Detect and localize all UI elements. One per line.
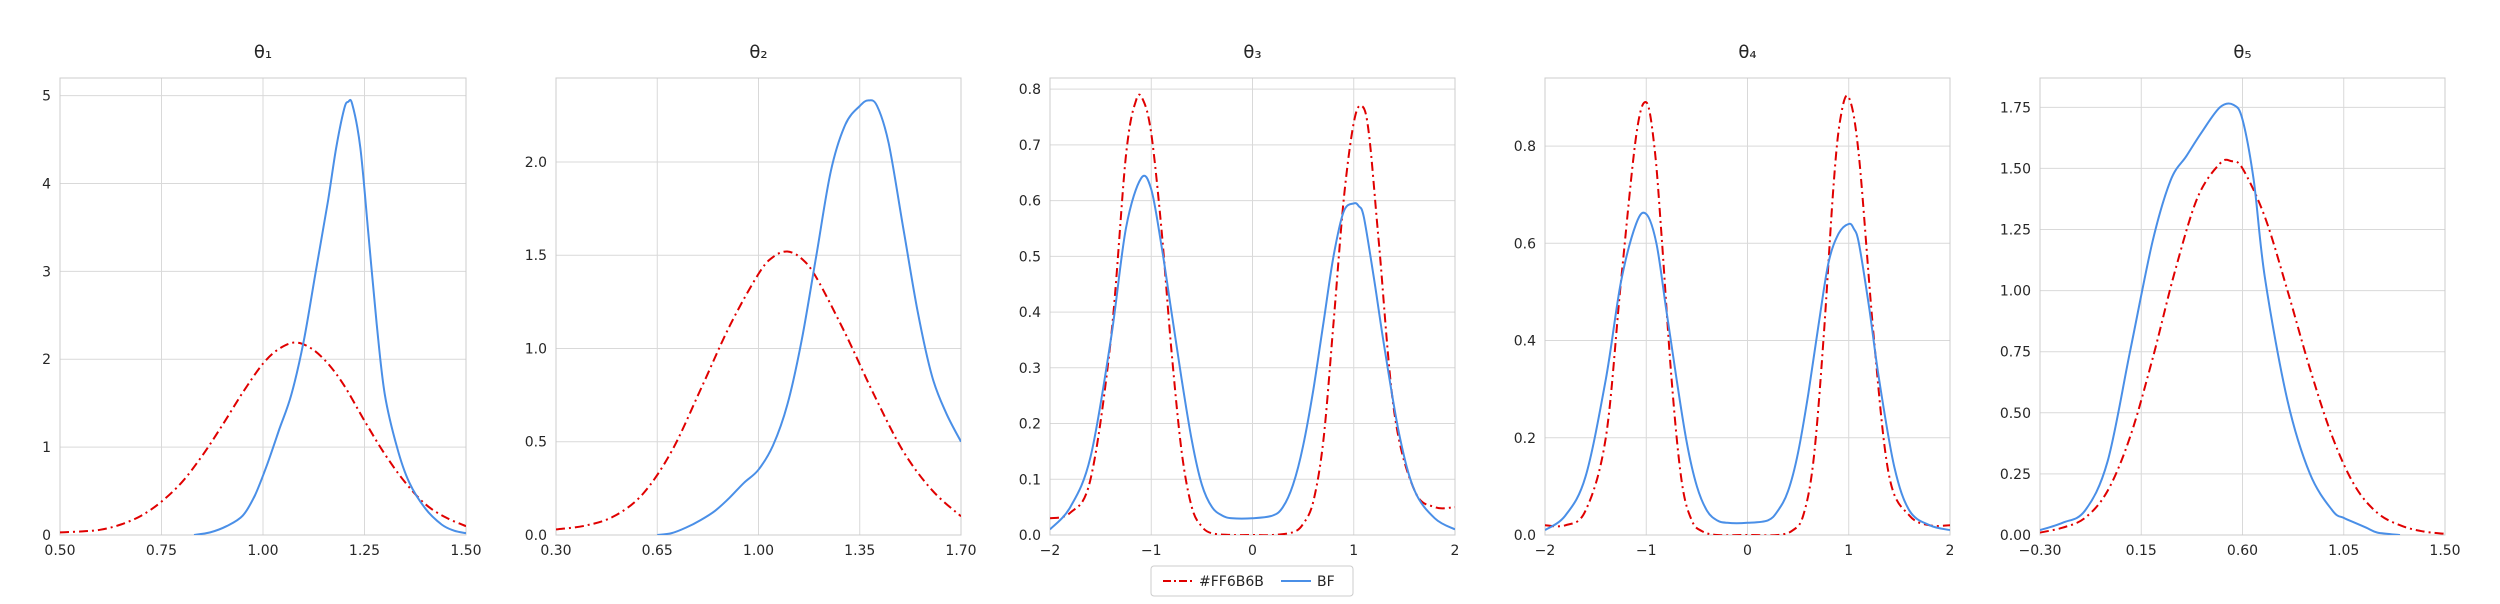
y-tick-label: 0.3: [1019, 361, 1041, 377]
y-tick-label: 0.2: [1019, 417, 1041, 433]
x-tick-label: 1.00: [247, 543, 278, 559]
y-tick-label: 2.0: [525, 155, 547, 171]
x-tick-label: 0: [1248, 543, 1257, 559]
y-tick-label: 4: [42, 176, 51, 192]
y-tick-label: 1.75: [2000, 100, 2031, 116]
x-tick-label: 0.65: [642, 543, 673, 559]
legend-label-bf: BF: [1317, 574, 1335, 590]
y-tick-label: 0.8: [1019, 82, 1041, 98]
x-tick-label: 1.50: [2429, 543, 2460, 559]
y-tick-label: 0.50: [2000, 406, 2031, 422]
panel-title: θ₅: [2233, 42, 2251, 63]
x-tick-label: −2: [1535, 543, 1556, 559]
y-tick-label: 0.00: [2000, 528, 2031, 544]
x-tick-label: 1.70: [945, 543, 976, 559]
y-tick-label: 0.6: [1019, 194, 1041, 210]
plot-frame: [555, 77, 962, 536]
x-tick-label: 1.50: [450, 543, 481, 559]
x-tick-label: 1: [1844, 543, 1853, 559]
legend-label-ff6b6b: #FF6B6B: [1199, 574, 1264, 590]
x-tick-label: −2: [1040, 543, 1061, 559]
y-tick-label: 1.25: [2000, 223, 2031, 239]
y-tick-label: 0.0: [1019, 528, 1041, 544]
y-tick-label: 0.5: [1019, 249, 1041, 265]
series-line-bf: [1050, 174, 1455, 531]
panel-2: 0.30 0.65 1.00 1.35 1.70 0.0 0.5 1.0 1.5 2.0 θ₂: [525, 42, 977, 559]
legend: #FF6B6B BF: [1150, 565, 1354, 597]
panel-title: θ₁: [254, 42, 272, 63]
y-tick-label: 1.50: [2000, 161, 2031, 177]
series-line-bf: [1545, 211, 1950, 532]
series-line-bf: [657, 99, 961, 535]
x-tick-label: 1.25: [349, 543, 380, 559]
y-tick-label: 1.0: [525, 341, 547, 357]
y-tick-label: 0.25: [2000, 467, 2031, 483]
y-tick-label: 0.4: [1514, 334, 1536, 350]
x-tick-label: 0.50: [44, 543, 75, 559]
x-tick-label: 0.30: [540, 543, 571, 559]
y-tick-label: 0.4: [1019, 305, 1041, 321]
plot-frame: [1049, 77, 1456, 536]
y-tick-label: 1: [42, 440, 51, 456]
panel-4: −2 −1 0 1 2 0.0 0.2 0.4 0.6 0.8 θ₄: [1514, 42, 1955, 559]
panel-title: θ₂: [749, 42, 767, 63]
y-tick-label: 2: [42, 352, 51, 368]
plot-frame: [1544, 77, 1951, 536]
y-tick-label: 3: [42, 264, 51, 280]
x-tick-label: 1: [1349, 543, 1358, 559]
y-tick-label: 0.0: [525, 528, 547, 544]
x-tick-label: 2: [1946, 543, 1955, 559]
y-tick-label: 0.8: [1514, 139, 1536, 155]
x-tick-label: 0.15: [2126, 543, 2157, 559]
plot-frame: [2039, 77, 2446, 536]
panel-title: θ₄: [1738, 42, 1756, 63]
y-tick-label: 0.0: [1514, 528, 1536, 544]
series-line-ff6b6b: [2040, 158, 2445, 535]
series-line-bf: [2040, 102, 2401, 535]
panel-3: −2 −1 0 1 2 0.0 0.1 0.2 0.3 0.4 0.5 0.6 0.7 0.8 θ₃: [1019, 42, 1460, 559]
x-tick-label: −1: [1636, 543, 1657, 559]
x-tick-label: −0.30: [2019, 543, 2062, 559]
series-line-bf: [193, 98, 466, 535]
x-tick-label: −1: [1141, 543, 1162, 559]
series-line-ff6b6b: [60, 341, 466, 534]
legend-frame: [1150, 565, 1354, 597]
y-tick-label: 0.75: [2000, 345, 2031, 361]
y-tick-label: 5: [42, 89, 51, 105]
y-tick-label: 1.5: [525, 248, 547, 264]
y-tick-label: 0.6: [1514, 236, 1536, 252]
x-tick-label: 2: [1451, 543, 1460, 559]
panel-1: 0.50 0.75 1.00 1.25 1.50 0 1 2 3 4 5 θ₁: [42, 42, 482, 559]
series-line-ff6b6b: [1545, 94, 1950, 535]
y-tick-label: 0.5: [525, 435, 547, 451]
panel-title: θ₃: [1243, 42, 1261, 63]
y-tick-label: 1.00: [2000, 284, 2031, 300]
x-tick-label: 1.05: [2328, 543, 2359, 559]
x-tick-label: 0.75: [146, 543, 177, 559]
y-tick-label: 0.7: [1019, 138, 1041, 154]
x-tick-label: 0: [1743, 543, 1752, 559]
series-line-ff6b6b: [556, 250, 961, 531]
panel-5: −0.30 0.15 0.60 1.05 1.50 0.00 0.25 0.50 0.75 1.0…: [2000, 42, 2461, 559]
y-tick-label: 0.2: [1514, 431, 1536, 447]
x-tick-label: 0.60: [2227, 543, 2258, 559]
plot-frame: [59, 77, 467, 536]
y-tick-label: 0.1: [1019, 472, 1041, 488]
x-tick-label: 1.00: [743, 543, 774, 559]
y-tick-label: 0: [42, 528, 51, 544]
x-tick-label: 1.35: [844, 543, 875, 559]
